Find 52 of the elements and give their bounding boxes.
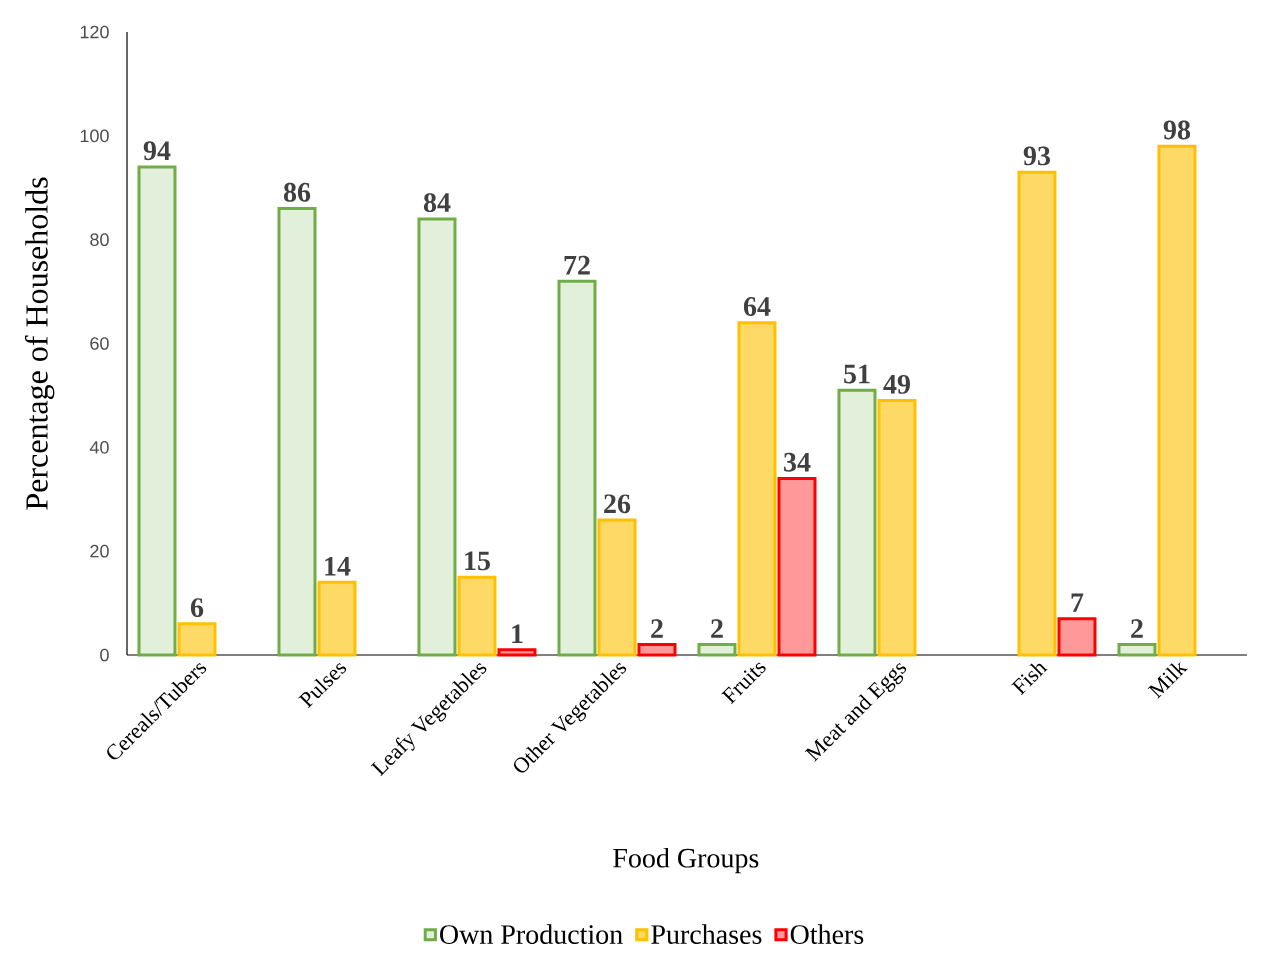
data-label: 49 bbox=[883, 374, 910, 394]
data-label: 2 bbox=[711, 619, 723, 638]
bar bbox=[457, 575, 497, 657]
bar bbox=[557, 279, 597, 657]
y-tick-label: 60 bbox=[90, 337, 109, 350]
bar bbox=[177, 622, 217, 657]
x-tick-label: Fish bbox=[1011, 663, 1048, 696]
data-label: 86 bbox=[283, 182, 311, 202]
legend-label: Others bbox=[790, 924, 864, 944]
data-label: 72 bbox=[564, 255, 590, 275]
bar bbox=[837, 388, 877, 657]
data-label: 2 bbox=[1131, 619, 1143, 638]
legend-label: Purchases bbox=[651, 924, 762, 944]
data-label: 84 bbox=[423, 193, 451, 213]
y-tick-label: 0 bbox=[100, 648, 109, 662]
data-label: 1 bbox=[512, 624, 523, 643]
bar bbox=[877, 399, 917, 657]
data-label: 14 bbox=[325, 557, 351, 576]
bar bbox=[1017, 170, 1057, 657]
data-label: 15 bbox=[465, 551, 490, 571]
bar bbox=[417, 217, 457, 657]
data-label: 6 bbox=[190, 598, 204, 618]
bar bbox=[637, 643, 677, 657]
data-label: 98 bbox=[1163, 120, 1191, 140]
bar bbox=[1157, 144, 1197, 657]
data-label: 93 bbox=[1023, 146, 1051, 166]
bar bbox=[697, 643, 737, 657]
bar bbox=[1117, 643, 1157, 657]
y-tick-label: 100 bbox=[80, 129, 109, 143]
data-label: 64 bbox=[743, 297, 771, 316]
data-label: 51 bbox=[844, 364, 870, 384]
x-tick-label: Milk bbox=[1147, 662, 1188, 699]
bar bbox=[1057, 617, 1097, 657]
data-label: 7 bbox=[1071, 593, 1084, 612]
data-label: 94 bbox=[143, 141, 171, 161]
y-tick-label: 120 bbox=[80, 25, 109, 39]
data-label: 2 bbox=[651, 619, 663, 638]
y-axis-title: Percentage of Households bbox=[24, 177, 55, 510]
y-tick-label: 80 bbox=[90, 233, 109, 247]
bar bbox=[137, 165, 177, 657]
y-tick-label: 40 bbox=[89, 440, 109, 454]
y-tick-label: 20 bbox=[90, 544, 109, 558]
data-label: 34 bbox=[784, 452, 811, 472]
bar bbox=[777, 476, 817, 657]
bar bbox=[597, 518, 637, 657]
bar bbox=[277, 207, 317, 657]
bar bbox=[737, 321, 777, 657]
bar bbox=[317, 580, 357, 657]
bar bbox=[497, 648, 537, 657]
legend-label: Own Production bbox=[440, 924, 623, 944]
x-axis-title: Food Groups bbox=[613, 847, 759, 874]
data-label: 26 bbox=[604, 494, 631, 514]
